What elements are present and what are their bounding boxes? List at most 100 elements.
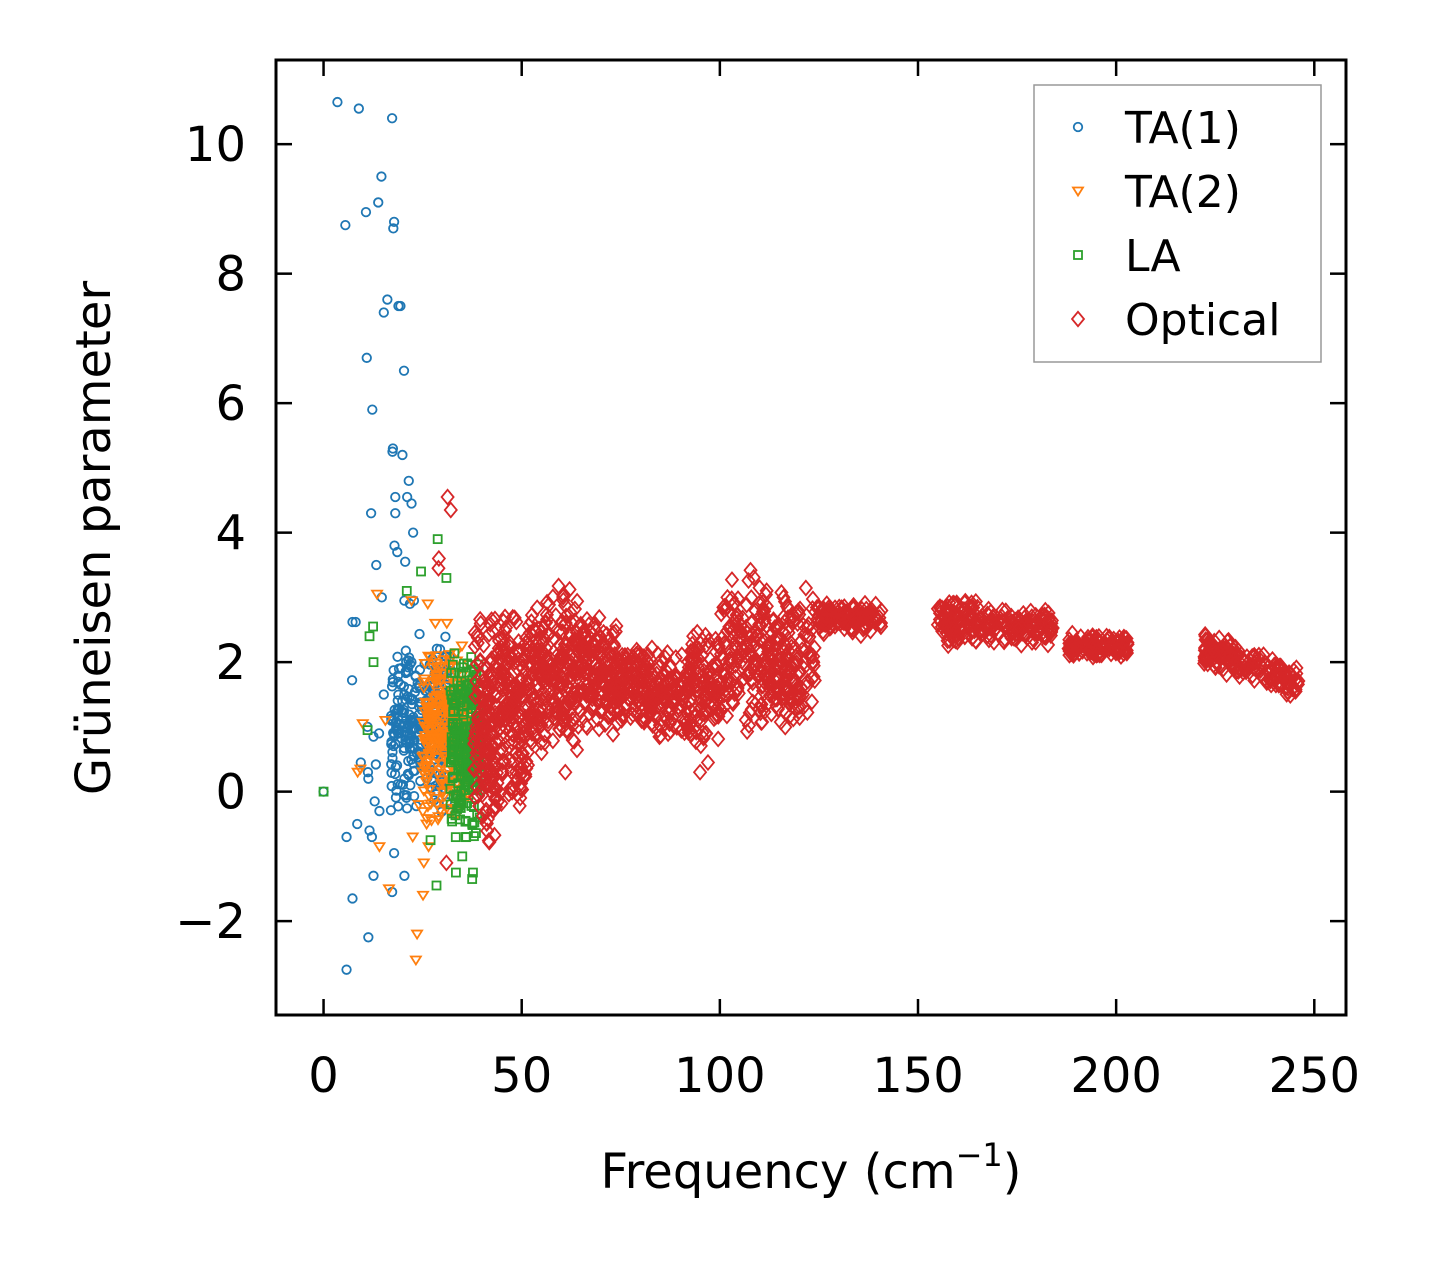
optical-point <box>580 631 596 650</box>
optical-point <box>560 721 575 739</box>
optical-point <box>851 609 867 627</box>
la-point <box>425 835 436 846</box>
optical-point <box>479 672 494 690</box>
ta2-point <box>406 832 420 844</box>
optical-point <box>514 744 529 763</box>
optical-point <box>503 779 518 797</box>
ta2-point <box>417 858 431 870</box>
optical-point <box>470 686 486 704</box>
optical-point <box>1028 633 1043 651</box>
ta2-point <box>410 929 424 941</box>
optical-point <box>494 740 509 758</box>
la-point <box>457 851 468 862</box>
ta2-point <box>421 769 436 781</box>
ta1-point <box>373 197 384 208</box>
optical-point <box>798 678 814 696</box>
optical-point <box>658 709 673 727</box>
optical-point <box>1044 620 1059 639</box>
ta1-point <box>365 508 377 519</box>
ta1-point <box>386 681 398 692</box>
optical-point <box>734 622 749 641</box>
optical-point <box>664 670 680 688</box>
optical-point <box>770 627 785 645</box>
optical-point <box>586 643 602 661</box>
la-point <box>448 697 459 708</box>
ta1-point <box>350 616 361 628</box>
ta1-point <box>361 352 372 363</box>
optical-point <box>443 501 458 519</box>
ta1-point <box>399 870 410 881</box>
ta2-point <box>431 701 445 712</box>
ta2-point <box>455 641 469 653</box>
la-point <box>448 741 459 751</box>
optical-point <box>495 761 510 780</box>
optical-point <box>752 579 767 597</box>
optical-point <box>798 579 814 597</box>
ta2-point <box>428 706 442 718</box>
ta1-point <box>392 778 403 790</box>
optical-point <box>1004 622 1019 640</box>
optical-point <box>477 745 493 764</box>
ta1-point <box>401 803 413 814</box>
optical-point <box>593 629 608 647</box>
optical-point <box>858 606 873 624</box>
y-tick-label: 4 <box>215 506 246 562</box>
optical-point <box>700 702 715 720</box>
axes-frame <box>274 58 1348 1017</box>
optical-point <box>605 624 621 642</box>
x-tick-label: 0 <box>308 1048 339 1104</box>
ta2-point <box>421 706 435 718</box>
ta2-point <box>421 842 436 853</box>
ta2-point <box>442 650 456 661</box>
optical-point <box>660 643 675 662</box>
optical-point <box>431 549 447 568</box>
optical-point <box>957 601 973 619</box>
optical-point <box>725 692 740 711</box>
optical-point <box>629 670 644 688</box>
optical-point <box>1120 635 1135 653</box>
ta2-point <box>409 955 423 967</box>
optical-point <box>1043 626 1058 645</box>
la-point <box>362 725 373 736</box>
optical-point <box>493 719 508 737</box>
ta1-point <box>347 616 358 628</box>
optical-point <box>767 619 782 637</box>
optical-point <box>816 599 831 618</box>
optical-point <box>472 709 487 727</box>
optical-point <box>717 667 732 685</box>
optical-point <box>730 679 745 697</box>
optical-point <box>719 707 735 725</box>
optical-point <box>754 713 770 731</box>
optical-point <box>629 641 644 659</box>
optical-point <box>756 599 771 618</box>
optical-point <box>1242 659 1257 677</box>
optical-point <box>787 657 803 675</box>
x-tick-label: 100 <box>674 1048 766 1104</box>
optical-point <box>1283 686 1298 704</box>
optical-point <box>558 708 573 727</box>
la-point <box>456 785 467 796</box>
optical-point <box>701 632 716 650</box>
optical-point <box>470 628 486 647</box>
optical-point <box>688 722 704 740</box>
optical-point <box>548 671 563 689</box>
optical-point <box>1036 610 1051 628</box>
optical-point <box>471 787 486 805</box>
optical-point <box>818 609 834 627</box>
ta1-point <box>407 527 419 538</box>
optical-point <box>943 604 958 622</box>
optical-point <box>687 673 702 691</box>
optical-point <box>761 643 776 661</box>
optical-point <box>996 632 1011 650</box>
optical-point <box>694 711 709 729</box>
la-point <box>469 817 480 828</box>
optical-point <box>494 794 509 813</box>
optical-point <box>574 683 590 701</box>
optical-point <box>468 726 483 744</box>
optical-point <box>614 707 629 725</box>
optical-point <box>873 617 889 636</box>
la-point <box>318 786 329 797</box>
optical-point <box>1289 664 1304 683</box>
la-point <box>448 751 458 762</box>
ta2-point <box>378 716 393 727</box>
